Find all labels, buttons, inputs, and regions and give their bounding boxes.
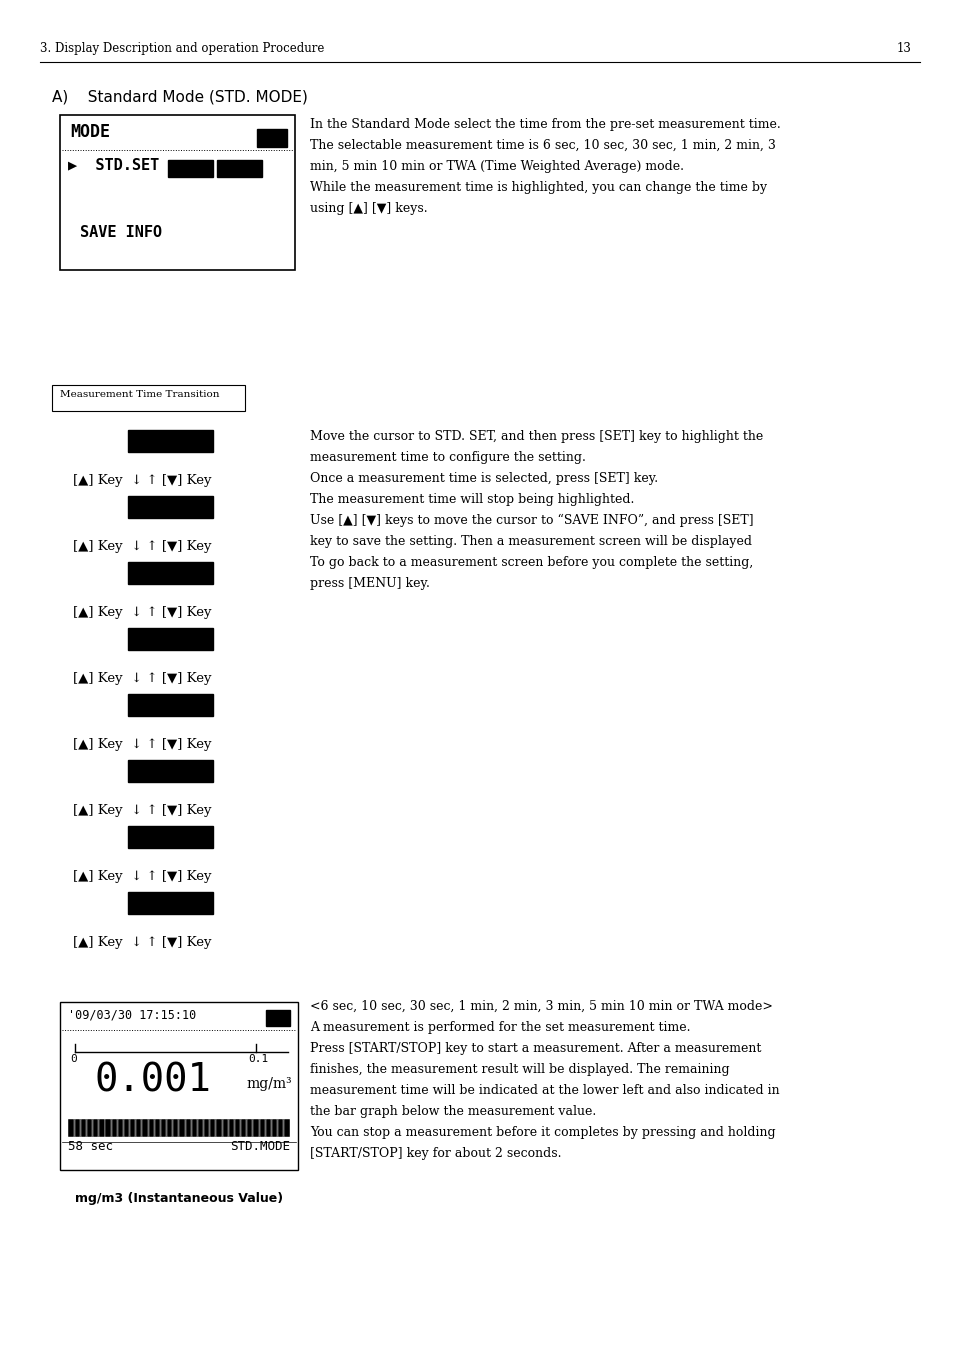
Text: key to save the setting. Then a measurement screen will be displayed: key to save the setting. Then a measurem…: [310, 535, 751, 549]
Bar: [259, 1119, 265, 1138]
Text: You can stop a measurement before it completes by pressing and holding: You can stop a measurement before it com…: [310, 1125, 775, 1139]
Bar: [173, 1119, 178, 1138]
Text: 58 sec: 58 sec: [68, 1140, 112, 1152]
Bar: [60, 1002, 297, 1170]
Text: Once a measurement time is selected, press [SET] key.: Once a measurement time is selected, pre…: [310, 471, 658, 485]
Bar: [124, 1119, 129, 1138]
Bar: [216, 159, 262, 177]
Text: the bar graph below the measurement value.: the bar graph below the measurement valu…: [310, 1105, 596, 1119]
Text: using [▲] [▼] keys.: using [▲] [▼] keys.: [310, 203, 427, 215]
Text: In the Standard Mode select the time from the pre-set measurement time.: In the Standard Mode select the time fro…: [310, 118, 780, 131]
Text: 13: 13: [896, 42, 911, 55]
Text: A measurement is performed for the set measurement time.: A measurement is performed for the set m…: [310, 1021, 690, 1034]
Text: [▲] Key  ↓ ↑ [▼] Key: [▲] Key ↓ ↑ [▼] Key: [73, 870, 212, 884]
Text: mg/m³: mg/m³: [246, 1077, 292, 1092]
Text: press [MENU] key.: press [MENU] key.: [310, 577, 430, 590]
Text: measurement time will be indicated at the lower left and also indicated in: measurement time will be indicated at th…: [310, 1084, 779, 1097]
Text: While the measurement time is highlighted, you can change the time by: While the measurement time is highlighte…: [310, 181, 766, 195]
Bar: [229, 1119, 233, 1138]
Bar: [128, 825, 213, 848]
Bar: [87, 1119, 92, 1138]
Bar: [216, 1119, 221, 1138]
Bar: [128, 761, 213, 782]
Text: STD.MODE: STD.MODE: [230, 1140, 290, 1152]
Bar: [81, 1119, 86, 1138]
Text: Measurement Time Transition: Measurement Time Transition: [60, 390, 219, 399]
Text: [▲] Key  ↓ ↑ [▼] Key: [▲] Key ↓ ↑ [▼] Key: [73, 540, 212, 553]
Text: measurement time to configure the setting.: measurement time to configure the settin…: [310, 451, 585, 463]
Bar: [179, 1119, 185, 1138]
Bar: [234, 1119, 240, 1138]
Text: [▲] Key  ↓ ↑ [▼] Key: [▲] Key ↓ ↑ [▼] Key: [73, 804, 212, 817]
Text: [▲] Key  ↓ ↑ [▼] Key: [▲] Key ↓ ↑ [▼] Key: [73, 474, 212, 486]
Text: [▲] Key  ↓ ↑ [▼] Key: [▲] Key ↓ ↑ [▼] Key: [73, 738, 212, 751]
Text: Press [START/STOP] key to start a measurement. After a measurement: Press [START/STOP] key to start a measur…: [310, 1042, 760, 1055]
Text: ▶  STD.SET: ▶ STD.SET: [68, 157, 159, 172]
Bar: [192, 1119, 196, 1138]
Bar: [253, 1119, 258, 1138]
Text: <6 sec, 10 sec, 30 sec, 1 min, 2 min, 3 min, 5 min 10 min or TWA mode>: <6 sec, 10 sec, 30 sec, 1 min, 2 min, 3 …: [310, 1000, 772, 1013]
Bar: [128, 694, 213, 716]
Text: Use [▲] [▼] keys to move the cursor to “SAVE INFO”, and press [SET]: Use [▲] [▼] keys to move the cursor to “…: [310, 513, 753, 527]
Bar: [198, 1119, 203, 1138]
Text: min, 5 min 10 min or TWA (Time Weighted Average) mode.: min, 5 min 10 min or TWA (Time Weighted …: [310, 159, 683, 173]
Bar: [161, 1119, 166, 1138]
Bar: [74, 1119, 80, 1138]
Text: MODE: MODE: [70, 123, 110, 141]
Bar: [210, 1119, 215, 1138]
Bar: [128, 892, 213, 915]
Bar: [60, 115, 294, 270]
Bar: [256, 128, 287, 147]
Bar: [266, 1119, 271, 1138]
Text: The selectable measurement time is 6 sec, 10 sec, 30 sec, 1 min, 2 min, 3: The selectable measurement time is 6 sec…: [310, 139, 775, 153]
Bar: [128, 562, 213, 584]
Bar: [204, 1119, 209, 1138]
Bar: [136, 1119, 141, 1138]
Text: mg/m3 (Instantaneous Value): mg/m3 (Instantaneous Value): [75, 1192, 283, 1205]
Bar: [128, 628, 213, 650]
Bar: [222, 1119, 228, 1138]
Bar: [118, 1119, 123, 1138]
Text: Move the cursor to STD. SET, and then press [SET] key to highlight the: Move the cursor to STD. SET, and then pr…: [310, 430, 762, 443]
Bar: [142, 1119, 148, 1138]
Text: A)    Standard Mode (STD. MODE): A) Standard Mode (STD. MODE): [52, 91, 308, 105]
Text: [▲] Key  ↓ ↑ [▼] Key: [▲] Key ↓ ↑ [▼] Key: [73, 936, 212, 948]
Text: [▲] Key  ↓ ↑ [▼] Key: [▲] Key ↓ ↑ [▼] Key: [73, 671, 212, 685]
Text: To go back to a measurement screen before you complete the setting,: To go back to a measurement screen befor…: [310, 557, 753, 569]
Text: The measurement time will stop being highlighted.: The measurement time will stop being hig…: [310, 493, 634, 507]
Bar: [130, 1119, 135, 1138]
Bar: [167, 1119, 172, 1138]
Text: 0: 0: [70, 1054, 76, 1065]
Text: SAVE INFO: SAVE INFO: [80, 226, 162, 240]
Bar: [278, 1119, 283, 1138]
Bar: [99, 1119, 105, 1138]
Bar: [284, 1119, 289, 1138]
Text: [▲] Key  ↓ ↑ [▼] Key: [▲] Key ↓ ↑ [▼] Key: [73, 607, 212, 619]
Bar: [128, 430, 213, 453]
Bar: [186, 1119, 191, 1138]
Bar: [168, 159, 213, 177]
Bar: [52, 385, 245, 411]
Bar: [112, 1119, 116, 1138]
Text: 0.001: 0.001: [95, 1062, 212, 1100]
Text: finishes, the measurement result will be displayed. The remaining: finishes, the measurement result will be…: [310, 1063, 729, 1075]
Bar: [241, 1119, 246, 1138]
Bar: [247, 1119, 253, 1138]
Text: '09/03/30 17:15:10: '09/03/30 17:15:10: [68, 1008, 196, 1021]
Bar: [68, 1119, 290, 1138]
Bar: [149, 1119, 153, 1138]
Bar: [128, 496, 213, 517]
Bar: [154, 1119, 160, 1138]
Bar: [93, 1119, 98, 1138]
Text: [START/STOP] key for about 2 seconds.: [START/STOP] key for about 2 seconds.: [310, 1147, 561, 1161]
Bar: [272, 1119, 277, 1138]
Bar: [69, 1119, 73, 1138]
Text: 3. Display Description and operation Procedure: 3. Display Description and operation Pro…: [40, 42, 324, 55]
Bar: [106, 1119, 111, 1138]
Bar: [266, 1011, 290, 1025]
Text: 0.1: 0.1: [248, 1054, 268, 1065]
